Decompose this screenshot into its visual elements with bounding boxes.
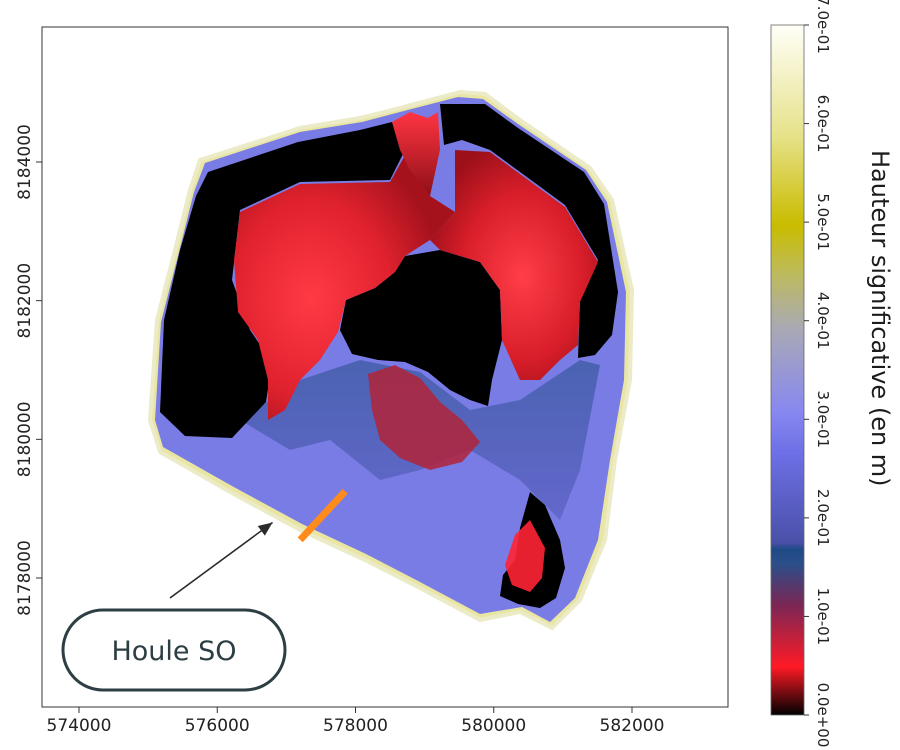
colorbar-tick-label: 5.0e-01 xyxy=(814,193,832,251)
annotation-text: Houle SO xyxy=(111,636,236,667)
colorbar-tick-label: 1.0e-01 xyxy=(814,588,832,646)
shadow-north xyxy=(440,104,618,358)
x-tick-label: 574000 xyxy=(47,716,112,736)
colorbar-ticks: 0.0e+00 1.0e-01 2.0e-01 3.0e-01 4.0e-01 5.0e-… xyxy=(804,0,832,747)
y-tick-label: 8180000 xyxy=(15,401,35,477)
colorbar-tick-label: 3.0e-01 xyxy=(814,390,832,448)
island-map xyxy=(147,89,635,631)
wave-zone-north-channel xyxy=(392,112,440,196)
colorbar-tick-label: 2.0e-01 xyxy=(814,489,832,547)
x-axis: 574000 576000 578000 580000 582000 xyxy=(47,707,665,736)
x-tick-label: 576000 xyxy=(185,716,250,736)
colorbar: 0.0e+00 1.0e-01 2.0e-01 3.0e-01 4.0e-01 5.0e-… xyxy=(770,0,894,747)
wave-zone-east xyxy=(430,150,598,380)
annotation-arrow xyxy=(169,521,274,599)
wave-zone-west xyxy=(234,150,455,420)
colorbar-tick-label: 7.0e-01 xyxy=(814,0,832,54)
wave-zone-pass xyxy=(368,365,480,470)
colorbar-tick-label: 0.0e+00 xyxy=(814,683,832,748)
colorbar-tick-label: 6.0e-01 xyxy=(814,95,832,153)
x-tick-label: 578000 xyxy=(323,716,388,736)
y-tick-label: 8182000 xyxy=(15,263,35,339)
wave-zone-southeast xyxy=(505,520,545,592)
shadow-west xyxy=(160,122,405,438)
x-tick-label: 582000 xyxy=(600,716,665,736)
arrow-head-icon xyxy=(257,522,273,536)
y-axis: 8178000 8180000 8182000 8184000 xyxy=(15,124,42,616)
x-tick-label: 580000 xyxy=(461,716,526,736)
marker-segment xyxy=(297,488,348,543)
y-tick-label: 8184000 xyxy=(15,124,35,200)
colorbar-tick-label: 4.0e-01 xyxy=(814,292,832,350)
colorbar-title: Hauteur significative (en m) xyxy=(866,150,894,487)
shadow-center xyxy=(340,250,502,406)
marker-layer xyxy=(297,488,348,543)
y-tick-label: 8178000 xyxy=(15,540,35,616)
annotation-box xyxy=(61,608,287,692)
annotation: Houle SO xyxy=(61,521,287,692)
colorbar-gradient xyxy=(770,24,805,716)
